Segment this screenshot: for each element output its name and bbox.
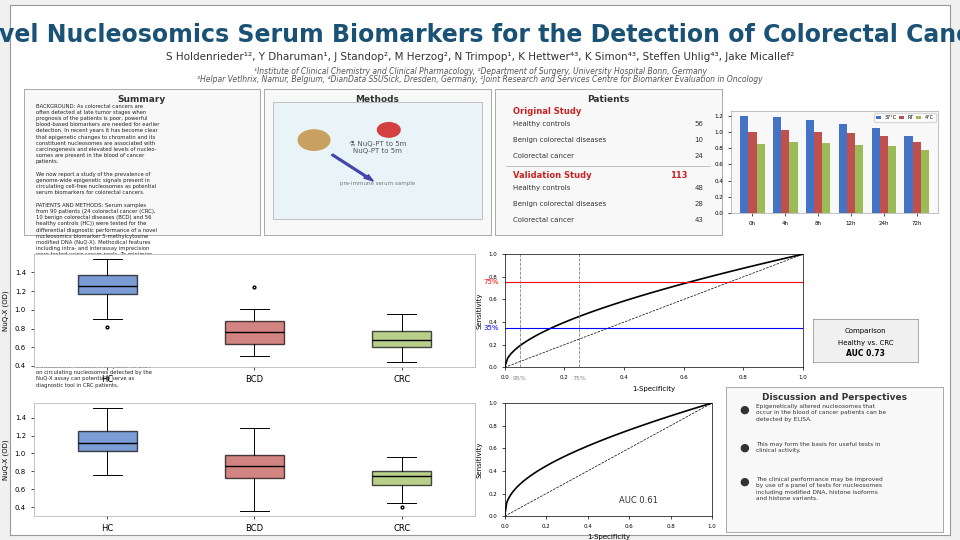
Text: AUC 0.73: AUC 0.73 bbox=[846, 349, 885, 358]
Text: 48: 48 bbox=[695, 185, 704, 191]
Legend: 37°C, RT, 4°C: 37°C, RT, 4°C bbox=[874, 113, 936, 122]
Text: BACKGROUND: As colorectal cancers are
often detected at late tumor stages when
p: BACKGROUND: As colorectal cancers are of… bbox=[36, 104, 161, 388]
Text: Benign colorectal diseases: Benign colorectal diseases bbox=[514, 201, 607, 207]
Bar bbox=[805, 120, 814, 213]
PathPatch shape bbox=[372, 331, 431, 347]
Circle shape bbox=[299, 130, 330, 150]
Text: Preanalytical Stability: Preanalytical Stability bbox=[778, 95, 891, 104]
Text: Patients: Patients bbox=[588, 95, 630, 104]
Text: Validation Study: Validation Study bbox=[212, 393, 297, 402]
Text: 24: 24 bbox=[695, 153, 704, 159]
Bar bbox=[789, 143, 798, 213]
Text: Healthy controls: Healthy controls bbox=[514, 121, 570, 127]
Text: Novel Nucleosomics Serum Biomarkers for the Detection of Colorectal Cancer: Novel Nucleosomics Serum Biomarkers for … bbox=[0, 23, 960, 47]
Text: Validation Study: Validation Study bbox=[566, 393, 651, 402]
PathPatch shape bbox=[78, 275, 136, 294]
Bar bbox=[781, 130, 789, 213]
Text: Healthy vs. CRC: Healthy vs. CRC bbox=[838, 340, 893, 346]
Text: Methods: Methods bbox=[355, 95, 399, 104]
Text: ¹Institute of Clinical Chemistry and Clinical Pharmacology, ²Department of Surge: ¹Institute of Clinical Chemistry and Cli… bbox=[253, 67, 707, 76]
Text: ●: ● bbox=[739, 442, 749, 452]
Text: Original Study: Original Study bbox=[218, 244, 291, 253]
Text: 56: 56 bbox=[695, 121, 704, 127]
Text: Comparison: Comparison bbox=[845, 328, 886, 334]
Y-axis label: Sensitivity: Sensitivity bbox=[477, 441, 483, 478]
Text: 75%: 75% bbox=[483, 280, 498, 286]
Y-axis label: NuQ-X (OD): NuQ-X (OD) bbox=[3, 440, 10, 480]
Text: 10: 10 bbox=[694, 137, 704, 143]
Text: 43: 43 bbox=[695, 217, 704, 223]
Bar bbox=[888, 146, 896, 213]
Bar bbox=[823, 143, 830, 213]
Text: AUC 0.61: AUC 0.61 bbox=[618, 496, 658, 505]
Bar bbox=[855, 145, 863, 213]
Text: 75%: 75% bbox=[572, 376, 587, 381]
Text: Colorectal cancer: Colorectal cancer bbox=[514, 153, 574, 159]
X-axis label: 1-Specificity: 1-Specificity bbox=[587, 535, 630, 540]
Text: Healthy controls: Healthy controls bbox=[514, 185, 570, 191]
Bar bbox=[913, 141, 921, 213]
Text: Colorectal cancer: Colorectal cancer bbox=[514, 217, 574, 223]
Text: ●: ● bbox=[739, 477, 749, 487]
Text: Summary: Summary bbox=[118, 95, 166, 104]
Text: Original Study: Original Study bbox=[514, 106, 582, 116]
Text: Original Study: Original Study bbox=[680, 244, 753, 253]
Text: ●: ● bbox=[739, 404, 749, 414]
Bar bbox=[847, 133, 855, 213]
Text: ⚗ NuQ-PT to 5m
NuQ-PT to 5m: ⚗ NuQ-PT to 5m NuQ-PT to 5m bbox=[348, 141, 406, 154]
Text: 28: 28 bbox=[695, 201, 704, 207]
Bar bbox=[904, 136, 913, 213]
Bar bbox=[879, 136, 888, 213]
Y-axis label: Sensitivity: Sensitivity bbox=[477, 293, 483, 329]
Bar bbox=[756, 144, 765, 213]
FancyBboxPatch shape bbox=[274, 102, 482, 219]
PathPatch shape bbox=[225, 321, 284, 344]
Bar bbox=[814, 132, 823, 213]
Text: Benign colorectal diseases: Benign colorectal diseases bbox=[514, 137, 607, 143]
Bar bbox=[740, 116, 749, 213]
Y-axis label: NuQ-X (OD): NuQ-X (OD) bbox=[3, 291, 10, 331]
Bar bbox=[872, 128, 879, 213]
PathPatch shape bbox=[78, 430, 136, 451]
PathPatch shape bbox=[225, 455, 284, 478]
Bar bbox=[839, 124, 847, 213]
Bar bbox=[773, 117, 781, 213]
PathPatch shape bbox=[372, 471, 431, 485]
Text: 35%: 35% bbox=[483, 325, 498, 331]
Text: S Holdenrieder¹², Y Dharuman¹, J Standop², M Herzog², N Trimpop¹, K Hettwer⁴³, K: S Holdenrieder¹², Y Dharuman¹, J Standop… bbox=[166, 52, 794, 62]
Circle shape bbox=[377, 123, 400, 137]
Text: The clinical performance may be improved
by use of a panel of tests for nucleoso: The clinical performance may be improved… bbox=[756, 477, 883, 501]
Text: This may form the basis for useful tests in
clinical activity.: This may form the basis for useful tests… bbox=[756, 442, 880, 454]
FancyArrow shape bbox=[331, 154, 373, 181]
Text: Validation Study: Validation Study bbox=[514, 171, 591, 180]
Text: ³Helpar Vetlhrix, Namur, Belgium, ⁴DianData SSUSick, Dresden, Germany, ²Joint Re: ³Helpar Vetlhrix, Namur, Belgium, ⁴DianD… bbox=[197, 75, 763, 84]
Text: Epigenetically altered nucleosomes that
occur in the blood of cancer patients ca: Epigenetically altered nucleosomes that … bbox=[756, 404, 886, 422]
Bar bbox=[749, 132, 756, 213]
X-axis label: 1-Specificity: 1-Specificity bbox=[633, 386, 676, 392]
Text: Discussion and Perspectives: Discussion and Perspectives bbox=[762, 393, 907, 402]
Bar bbox=[921, 150, 929, 213]
Text: 95%: 95% bbox=[513, 376, 526, 381]
Text: 113: 113 bbox=[670, 171, 687, 180]
Text: pre-immune serum sample: pre-immune serum sample bbox=[340, 181, 415, 186]
